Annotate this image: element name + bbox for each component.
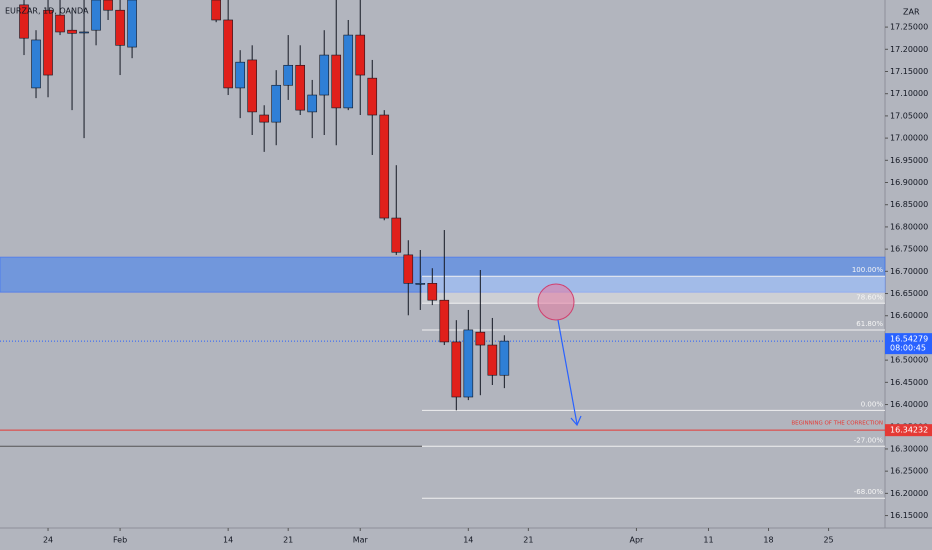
candle-body (127, 0, 137, 48)
candle-body (31, 39, 41, 89)
x-tick-label: 14 (223, 536, 233, 545)
candle-body (499, 340, 510, 376)
fib-label: 61.80% (856, 320, 883, 328)
y-tick-label: 16.80000 (890, 222, 928, 231)
correction-label: BEGINNING OF THE CORRECTION (791, 421, 883, 427)
y-tick-label: 16.70000 (890, 267, 928, 276)
y-tick-label: 16.85000 (890, 200, 928, 209)
candle-body (403, 254, 414, 284)
correction-badge-value: 16.34232 (890, 426, 928, 435)
y-tick-label: 16.60000 (890, 311, 928, 320)
y-tick-label: 16.20000 (890, 489, 928, 498)
candle-body (379, 114, 390, 219)
candle-body (235, 61, 245, 89)
x-tick-label: 21 (523, 536, 533, 545)
candle-body (55, 14, 65, 33)
candle-body (79, 31, 89, 34)
fib-band (422, 276, 885, 304)
candle-body (415, 283, 426, 285)
y-tick-label: 17.10000 (890, 89, 928, 98)
y-tick-label: 16.50000 (890, 356, 928, 365)
y-tick-label: 16.65000 (890, 289, 928, 298)
candle-body (223, 19, 233, 89)
price-axis-bg (885, 0, 932, 550)
candle-body (307, 94, 318, 113)
y-tick-label: 17.05000 (890, 111, 928, 120)
y-tick-label: 16.45000 (890, 378, 928, 387)
y-tick-label: 17.20000 (890, 45, 928, 54)
candle-body (475, 331, 486, 346)
candle-body (295, 64, 306, 111)
x-tick-label: 18 (763, 536, 773, 545)
candle-body (103, 0, 113, 11)
candle-body (343, 34, 354, 109)
y-tick-label: 16.30000 (890, 444, 928, 453)
y-tick-label: 17.15000 (890, 67, 928, 76)
arrow-head (570, 415, 582, 427)
x-tick-label: 24 (43, 536, 53, 545)
candle-body (67, 29, 77, 34)
candle-body (487, 344, 498, 376)
x-tick-label: Feb (113, 536, 127, 545)
x-tick-label: Apr (630, 536, 645, 545)
candle-body (427, 283, 438, 301)
x-tick-label: 14 (463, 536, 473, 545)
x-tick-label: Mar (353, 536, 369, 545)
candle-body (319, 54, 330, 96)
candle-body (331, 54, 342, 109)
x-tick-label: 25 (823, 536, 833, 545)
x-tick-label: 11 (703, 536, 713, 545)
y-tick-label: 16.40000 (890, 400, 928, 409)
currency: ZAR (903, 8, 920, 17)
correction-badge (885, 424, 932, 437)
y-tick-label: 17.00000 (890, 134, 928, 143)
candle-body (259, 114, 269, 123)
fib-label: 0.00% (861, 400, 884, 408)
candle-body (43, 9, 53, 76)
y-tick-label: 16.95000 (890, 156, 928, 165)
fib-label: 100.00% (852, 266, 883, 274)
candle-body (439, 299, 450, 343)
price-badge-countdown: 08:00:45 (890, 344, 926, 353)
fib-label: -27.00% (854, 436, 884, 444)
candle-body (451, 341, 462, 398)
candle-body (19, 4, 29, 39)
candle-body (463, 329, 474, 398)
candle-body (271, 84, 281, 123)
y-tick-label: 16.75000 (890, 245, 928, 254)
arrow (557, 319, 578, 425)
fib-label: -68.00% (854, 488, 884, 496)
candle-body (91, 0, 101, 31)
price-badge-value: 16.54279 (890, 335, 928, 344)
x-tick-label: 21 (283, 536, 293, 545)
y-tick-label: 16.15000 (890, 511, 928, 520)
chart-title: EURZAR, 1D, OANDA (5, 7, 89, 16)
y-tick-label: 16.25000 (890, 467, 928, 476)
candle-body (283, 64, 293, 86)
candle-body (355, 34, 366, 76)
fib-label: 78.60% (856, 293, 883, 301)
price-badge (885, 333, 932, 355)
candle-body (367, 77, 378, 116)
y-tick-label: 16.90000 (890, 178, 928, 187)
candle-body (211, 0, 221, 21)
candle-body (115, 9, 125, 46)
candle-body (247, 59, 257, 113)
candle-body (391, 217, 402, 253)
y-tick-label: 17.25000 (890, 23, 928, 32)
highlight-circle (537, 283, 575, 321)
supply-zone (0, 256, 886, 293)
